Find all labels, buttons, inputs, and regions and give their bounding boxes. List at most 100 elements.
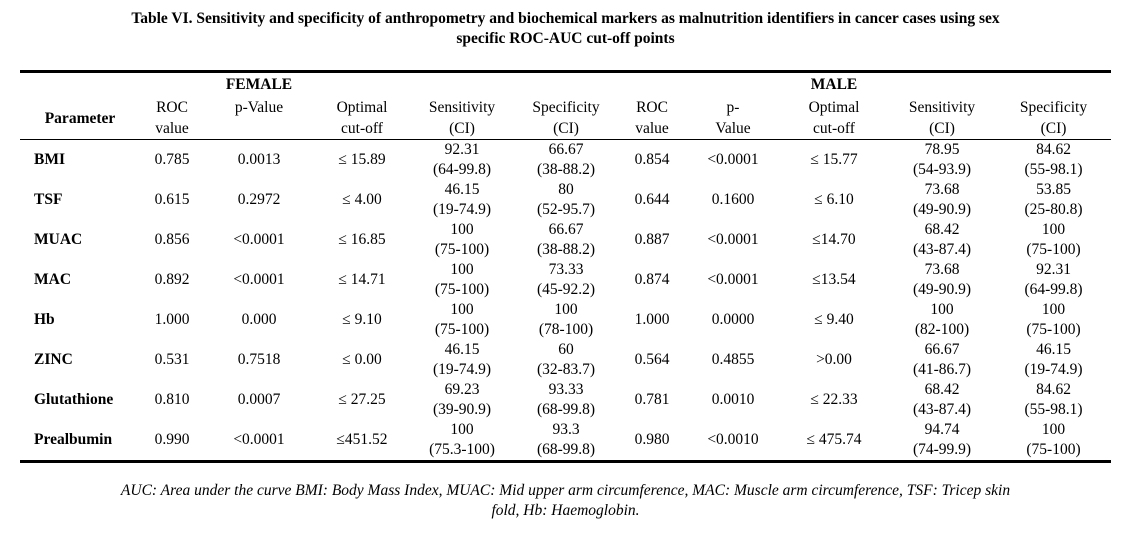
- cell-ci: (39-90.9): [432, 401, 492, 418]
- col-male-opt: Optimal cut-off: [780, 97, 888, 140]
- cell-m-roc: 0.887: [634, 231, 670, 248]
- col-parameter: Parameter: [20, 97, 140, 140]
- cell-ci: (49-90.9): [912, 201, 972, 218]
- cell-m-p: 0.0000: [711, 311, 755, 328]
- cell-ci: (41-86.7): [912, 361, 972, 378]
- cell-f-opt: ≤ 4.00: [342, 191, 382, 208]
- cell-m-spec: 100 (75-100): [996, 420, 1111, 463]
- cell-value: 100: [450, 421, 474, 438]
- cell-parameter: BMI: [34, 151, 65, 168]
- cell-m-sens: 94.74 (74-99.9): [888, 420, 996, 463]
- table-row: BMI 0.785 0.0013 ≤ 15.89 92.31 (64-99.8) 66.67…: [20, 140, 1111, 181]
- data-table: FEMALE MALE Parameter ROC value p-Value …: [20, 70, 1111, 463]
- col-female-opt-line1: Optimal: [336, 99, 388, 116]
- cell-f-p: <0.0001: [204, 420, 314, 463]
- col-female-sens-line2: (CI): [449, 120, 475, 137]
- table-row: ZINC 0.531 0.7518 ≤ 0.00 46.15 (19-74.9) 60 (32…: [20, 340, 1111, 380]
- cell-ci: (75-100): [1026, 321, 1081, 338]
- table-row: MAC 0.892 <0.0001 ≤ 14.71 100 (75-100) 73.33 (4…: [20, 260, 1111, 300]
- cell-value: 93.33: [548, 381, 584, 398]
- cell-f-p: <0.0001: [233, 271, 285, 288]
- cell-f-sens: 46.15 (19-74.9): [410, 180, 514, 220]
- footnote-line1: AUC: Area under the curve BMI: Body Mass…: [120, 482, 1011, 499]
- cell-f-roc: 0.892: [154, 271, 190, 288]
- table-row: Glutathione 0.810 0.0007 ≤ 27.25 69.23 (39-90…: [20, 380, 1111, 420]
- footnote: AUC: Area under the curve BMI: Body Mass…: [30, 481, 1101, 521]
- cell-value: 78.95: [924, 141, 960, 158]
- cell-value: 84.62: [1036, 141, 1071, 158]
- col-female-sens: Sensitivity (CI): [410, 97, 514, 140]
- cell-parameter: Prealbumin: [20, 420, 140, 463]
- table-title-line1: Table VI. Sensitivity and specificity of…: [131, 10, 1000, 27]
- cell-f-roc: 0.810: [154, 391, 190, 408]
- cell-value: 100: [554, 301, 578, 318]
- cell-m-spec: 53.85 (25-80.8): [996, 180, 1111, 220]
- cell-f-spec: 60 (32-83.7): [514, 340, 618, 380]
- cell-m-sens: 68.42 (43-87.4): [888, 380, 996, 420]
- cell-ci: (82-100): [914, 321, 970, 338]
- cell-m-opt: ≤13.54: [812, 271, 856, 288]
- cell-m-p: 0.1600: [711, 191, 755, 208]
- col-female-opt-line2: cut-off: [341, 120, 383, 137]
- cell-m-roc: 0.564: [634, 351, 670, 368]
- col-male-spec-line2: (CI): [1040, 120, 1067, 137]
- cell-f-roc: 0.785: [154, 151, 190, 168]
- cell-parameter: ZINC: [34, 351, 73, 368]
- cell-ci: (32-83.7): [536, 361, 596, 378]
- cell-m-sens: 68.42 (43-87.4): [888, 220, 996, 260]
- col-male-sens: Sensitivity (CI): [888, 97, 996, 140]
- cell-f-sens: 100 (75-100): [410, 300, 514, 340]
- cell-m-roc: 0.980: [618, 420, 686, 463]
- cell-f-sens: 69.23 (39-90.9): [410, 380, 514, 420]
- cell-value: 73.68: [924, 261, 960, 278]
- cell-f-sens: 100 (75-100): [410, 260, 514, 300]
- cell-parameter: MUAC: [34, 231, 83, 248]
- col-female-opt: Optimal cut-off: [314, 97, 410, 140]
- cell-m-p: <0.0001: [707, 151, 759, 168]
- cell-parameter: Hb: [34, 311, 55, 328]
- cell-f-opt: ≤ 27.25: [338, 391, 386, 408]
- cell-ci: (43-87.4): [912, 401, 972, 418]
- cell-value: 100: [930, 301, 954, 318]
- cell-m-spec: 84.62 (55-98.1): [996, 140, 1111, 181]
- cell-m-spec: 46.15 (19-74.9): [996, 340, 1111, 380]
- cell-value: 68.42: [924, 381, 960, 398]
- col-male-opt-line2: cut-off: [813, 120, 855, 137]
- cell-ci: (75-100): [434, 321, 490, 338]
- cell-value: 84.62: [1036, 381, 1071, 398]
- cell-ci: (75-100): [434, 281, 490, 298]
- cell-value: 92.31: [1036, 261, 1071, 278]
- cell-f-sens: 100 (75.3-100): [410, 420, 514, 463]
- cell-value: 100: [450, 301, 474, 318]
- cell-ci: (75-100): [1026, 441, 1081, 458]
- table-row: MUAC 0.856 <0.0001 ≤ 16.85 100 (75-100) 66.67 (…: [20, 220, 1111, 260]
- cell-m-spec: 100 (75-100): [996, 220, 1111, 260]
- col-female-spec-line2: (CI): [553, 120, 579, 137]
- col-male-roc: ROC value: [618, 97, 686, 140]
- cell-m-roc: 0.781: [634, 391, 670, 408]
- col-male-p-line1: p-: [726, 99, 740, 116]
- cell-ci: (55-98.1): [1024, 401, 1083, 418]
- cell-m-opt: ≤ 15.77: [810, 151, 858, 168]
- col-female-roc: ROC value: [140, 97, 204, 140]
- cell-value: 100: [1041, 301, 1066, 318]
- cell-f-roc: 0.615: [154, 191, 190, 208]
- cell-m-roc: 0.854: [634, 151, 670, 168]
- cell-f-roc: 1.000: [154, 311, 190, 328]
- footnote-line2: fold, Hb: Haemoglobin.: [491, 502, 640, 519]
- cell-ci: (54-93.9): [912, 161, 972, 178]
- cell-parameter: MAC: [34, 271, 72, 288]
- table-row: Hb 1.000 0.000 ≤ 9.10 100 (75-100) 100 (78-100)…: [20, 300, 1111, 340]
- cell-ci: (19-74.9): [1024, 361, 1083, 378]
- cell-ci: (45-92.2): [536, 281, 596, 298]
- group-male: MALE: [810, 76, 858, 93]
- col-male-roc-line2: value: [635, 120, 669, 137]
- cell-parameter: Glutathione: [34, 391, 114, 408]
- cell-value: 73.33: [548, 261, 584, 278]
- cell-ci: (74-99.9): [912, 441, 972, 458]
- table-title: Table VI. Sensitivity and specificity of…: [20, 9, 1111, 49]
- cell-m-p: 0.0010: [711, 391, 755, 408]
- col-female-roc-line1: ROC: [156, 99, 188, 116]
- cell-ci: (78-100): [538, 321, 594, 338]
- group-female: FEMALE: [225, 76, 293, 93]
